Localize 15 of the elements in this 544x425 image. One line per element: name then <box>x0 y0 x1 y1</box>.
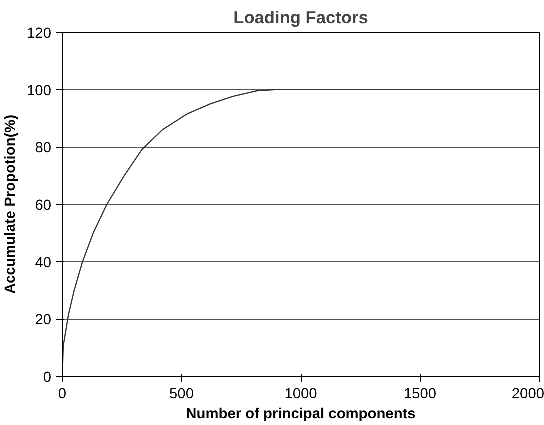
x-tick-label: 1500 <box>404 386 437 402</box>
y-tick-label: 40 <box>35 255 52 272</box>
y-tick-label: 120 <box>27 26 52 42</box>
x-tick-label: 500 <box>170 386 194 402</box>
y-axis-title: Accumulate Propotion(%) <box>3 114 20 294</box>
y-tick-label: 0 <box>43 370 52 386</box>
chart-title: Loading Factors <box>234 8 368 28</box>
y-tick-label: 100 <box>27 83 52 100</box>
y-tick-label: 60 <box>35 198 52 214</box>
x-axis-title: Number of principal components <box>186 406 416 422</box>
y-tick-label: 80 <box>35 140 52 157</box>
x-tick-label: 0 <box>58 386 67 402</box>
x-tick-label: 2000 <box>512 386 544 402</box>
y-tick-label: 20 <box>35 312 52 329</box>
x-tick-label: 1000 <box>284 386 318 402</box>
